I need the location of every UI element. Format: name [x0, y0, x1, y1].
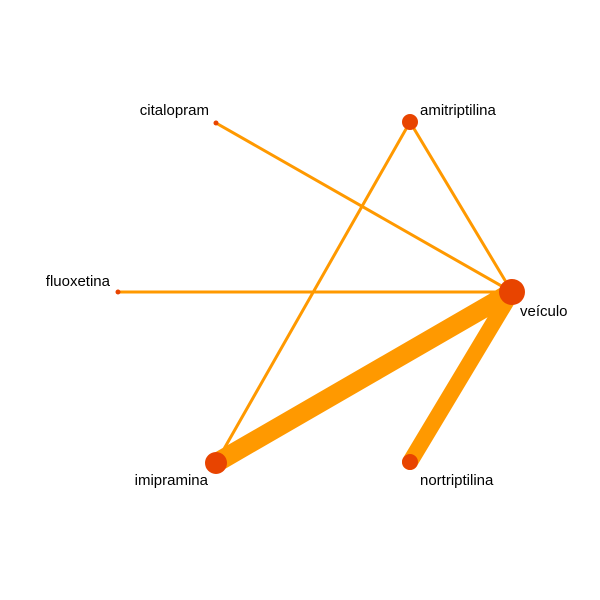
edge-nortriptilina-veiculo [402, 284, 520, 470]
node-citalopram [213, 120, 219, 126]
node-label-imipramina: imipramina [135, 472, 209, 489]
node-fluoxetina [115, 289, 121, 295]
labels-layer: citalopram amitriptilina fluoxetina veículo… [46, 102, 568, 489]
node-label-veiculo: veículo [520, 303, 568, 320]
node-label-fluoxetina: fluoxetina [46, 273, 111, 290]
node-label-nortriptilina: nortriptilina [420, 472, 494, 489]
edge-citalopram-veiculo [214, 121, 514, 294]
edge-amitriptilina-veiculo [408, 120, 514, 294]
node-veiculo [499, 279, 525, 305]
node-imipramina [205, 452, 227, 474]
node-amitriptilina [402, 114, 418, 130]
node-nortriptilina [402, 454, 418, 470]
edge-imipramina-veiculo [206, 282, 522, 473]
node-label-citalopram: citalopram [140, 102, 209, 119]
edges-layer [116, 120, 522, 473]
nodes-layer [115, 114, 525, 474]
node-label-amitriptilina: amitriptilina [420, 102, 497, 119]
